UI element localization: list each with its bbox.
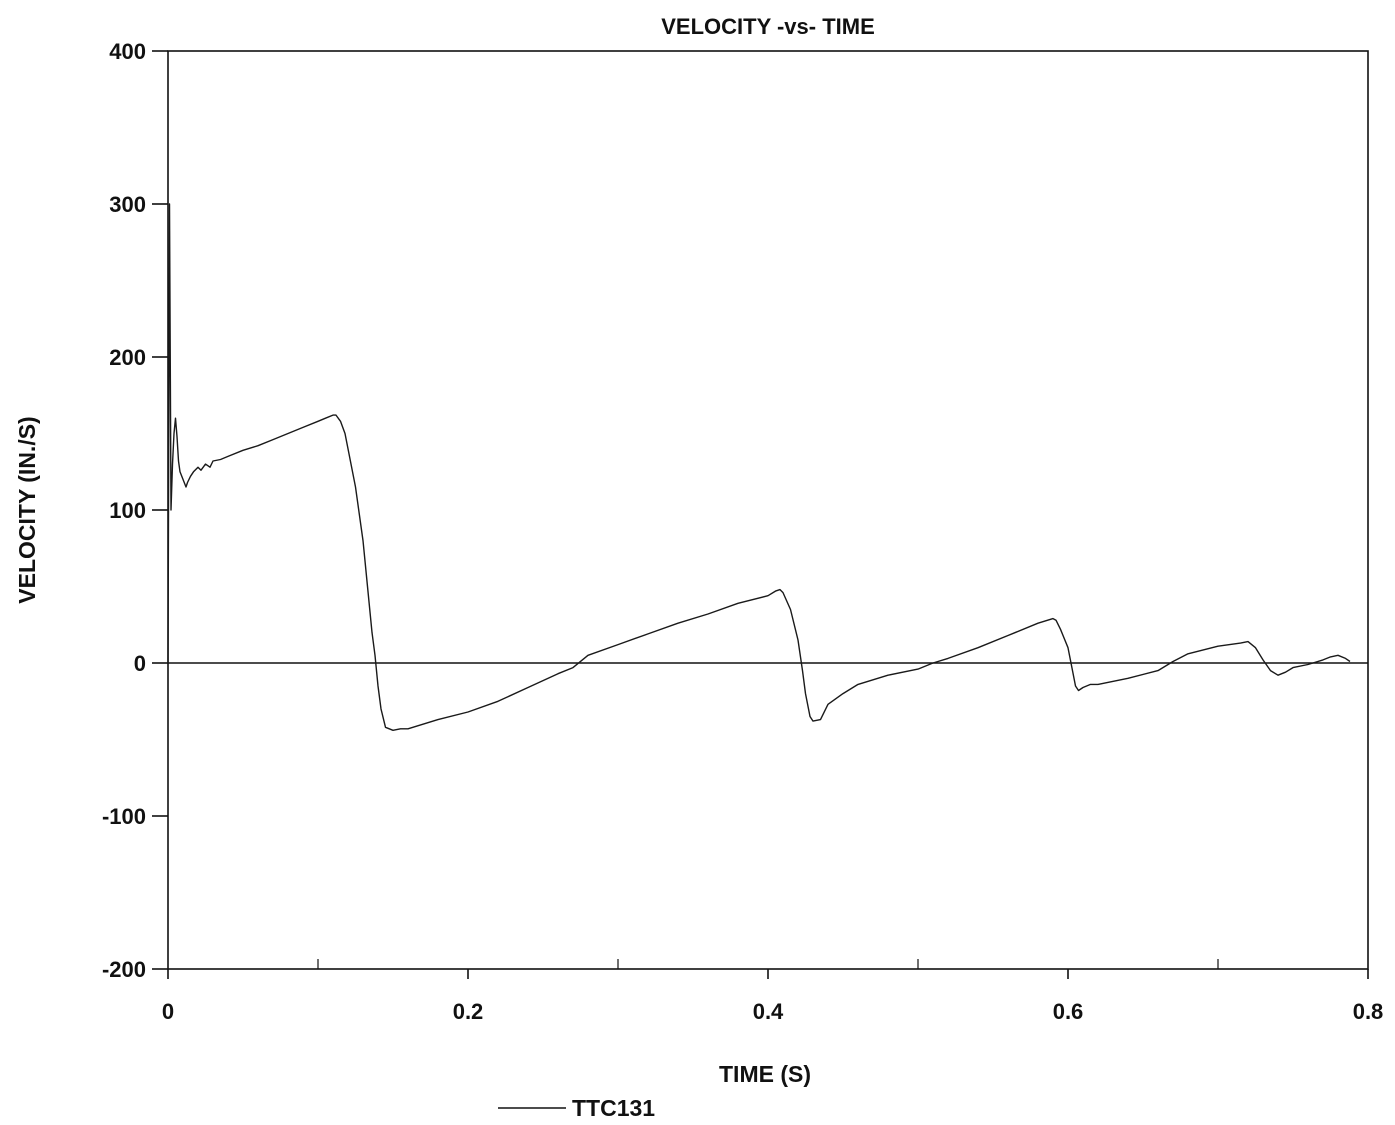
chart-title: VELOCITY -vs- TIME bbox=[661, 14, 875, 39]
x-tick-label: 0.8 bbox=[1353, 999, 1384, 1024]
x-tick-label: 0.6 bbox=[1053, 999, 1084, 1024]
x-tick-label: 0.4 bbox=[753, 999, 784, 1024]
legend: TTC131 bbox=[498, 1095, 655, 1121]
y-tick-label: 400 bbox=[109, 39, 146, 64]
y-tick-label: 0 bbox=[134, 651, 146, 676]
y-tick-label: -200 bbox=[102, 957, 146, 982]
y-tick-label: -100 bbox=[102, 804, 146, 829]
legend-label: TTC131 bbox=[572, 1095, 655, 1121]
x-axis-title: TIME (S) bbox=[719, 1061, 811, 1087]
y-axis-title: VELOCITY (IN./S) bbox=[14, 416, 40, 603]
series-layer bbox=[167, 203, 1351, 731]
x-tick-label: 0 bbox=[162, 999, 174, 1024]
y-axis-ticks: -200 -100 0 100 200 300 400 bbox=[102, 39, 168, 982]
y-tick-label: 300 bbox=[109, 192, 146, 217]
plot-frame bbox=[167, 50, 1369, 970]
x-tick-label: 0.2 bbox=[453, 999, 484, 1024]
y-tick-label: 200 bbox=[109, 345, 146, 370]
y-tick-label: 100 bbox=[109, 498, 146, 523]
x-axis-ticks: 0 0.2 0.4 0.6 0.8 bbox=[162, 959, 1383, 1024]
series-line-ttc131 bbox=[167, 203, 1351, 731]
